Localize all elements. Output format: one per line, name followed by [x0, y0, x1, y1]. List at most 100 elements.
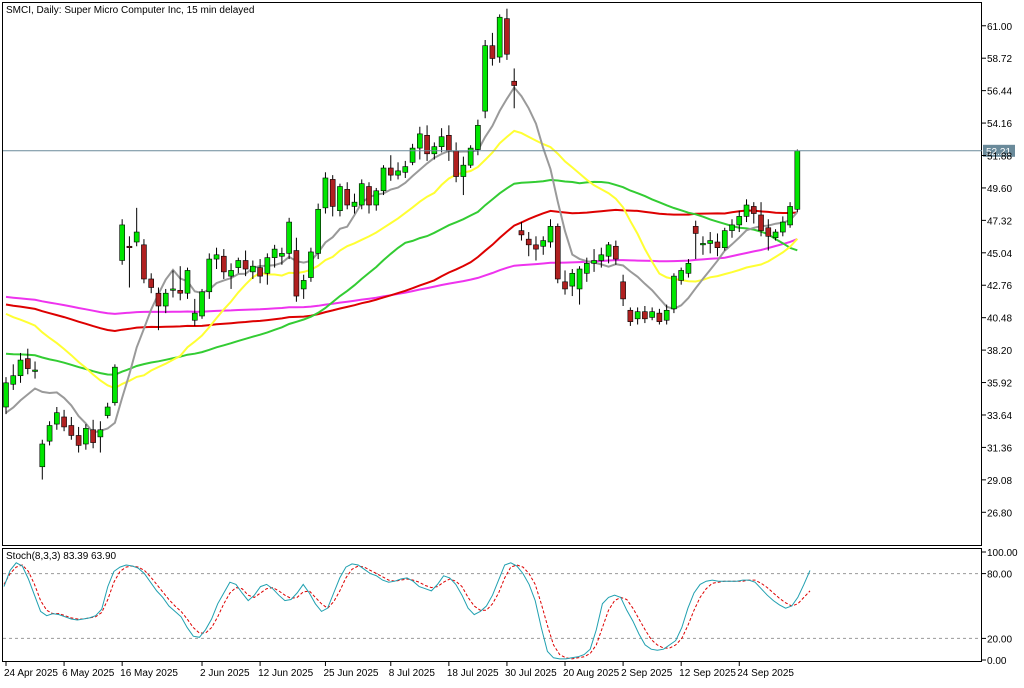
candle — [794, 149, 801, 213]
candle — [39, 439, 46, 480]
candle — [286, 217, 292, 260]
current-price-line: 52.21 — [3, 144, 1015, 158]
candle — [170, 270, 176, 298]
candle — [765, 219, 772, 251]
candle — [308, 247, 314, 282]
candle — [663, 304, 670, 325]
date-tick-label: 30 Jul 2025 — [505, 668, 557, 679]
candle — [104, 402, 111, 419]
date-tick-label: 18 Jul 2025 — [447, 668, 499, 679]
indicator-tick-label: 100.00 — [987, 548, 1018, 559]
candle — [642, 306, 648, 324]
candle — [671, 273, 677, 314]
candle — [772, 229, 779, 241]
date-tick-label: 6 May 2025 — [62, 668, 115, 679]
ma-green-line — [5, 178, 798, 376]
price-tick-label: 49.60 — [987, 184, 1012, 195]
price-tick-label: 35.92 — [987, 379, 1012, 390]
candle — [54, 407, 60, 430]
candle — [10, 364, 17, 390]
candle — [721, 227, 728, 251]
candle — [380, 165, 387, 196]
candle — [562, 270, 568, 295]
candle — [199, 288, 205, 319]
candle — [700, 236, 706, 255]
candle — [141, 239, 147, 284]
moving-averages — [5, 85, 799, 434]
price-tick-label: 61.00 — [987, 22, 1012, 33]
price-tick-label: 38.20 — [987, 346, 1012, 357]
candle — [351, 193, 358, 214]
candle — [344, 182, 351, 210]
candle — [300, 274, 307, 299]
candle — [620, 274, 626, 307]
candle — [504, 8, 510, 60]
candle — [540, 236, 547, 255]
candle — [235, 257, 242, 274]
candle — [293, 237, 300, 302]
candle — [315, 203, 321, 260]
candle — [627, 307, 634, 326]
candle — [250, 260, 256, 279]
candle — [221, 249, 227, 279]
candle — [525, 232, 532, 257]
candle — [692, 220, 699, 260]
candle — [337, 183, 343, 217]
candle — [707, 232, 714, 254]
candle — [518, 222, 525, 241]
time-axis: 24 Apr 2025 6 May 2025 16 May 2025 2 Jun 20… — [4, 661, 794, 679]
candle — [729, 219, 735, 238]
indicator-panel-frame — [2, 548, 982, 662]
candle — [395, 162, 401, 180]
price-tick-label: 45.04 — [987, 249, 1012, 260]
ma-yellow-line — [5, 129, 799, 390]
candle — [32, 361, 38, 379]
price-panel-frame — [2, 2, 982, 546]
candle — [177, 266, 184, 301]
date-tick-label: 24 Apr 2025 — [4, 668, 58, 679]
indicator-tick-label: 20.00 — [987, 634, 1012, 645]
candle — [162, 288, 169, 314]
date-tick-label: 2 Sep 2025 — [621, 668, 673, 679]
date-tick-label: 20 Aug 2025 — [563, 668, 620, 679]
candle — [743, 199, 750, 223]
candle — [424, 125, 430, 161]
date-tick-label: 25 Jun 2025 — [323, 668, 378, 679]
candle — [112, 364, 118, 406]
candle — [685, 259, 692, 278]
indicator-tick-label: 0.00 — [987, 656, 1007, 667]
candle — [228, 263, 234, 289]
current-price-label: 52.21 — [986, 147, 1011, 158]
candle — [598, 247, 605, 268]
stoch-signal-line — [3, 564, 811, 660]
candle — [90, 419, 96, 449]
candle — [656, 308, 663, 325]
date-tick-label: 8 Jul 2025 — [389, 668, 436, 679]
candle — [3, 377, 9, 415]
price-tick-label: 47.32 — [987, 216, 1012, 227]
price-tick-label: 54.16 — [987, 119, 1012, 130]
candle — [576, 266, 583, 305]
date-tick-label: 16 May 2025 — [120, 668, 178, 679]
ma-red-line — [5, 208, 798, 333]
candle — [68, 416, 75, 440]
candle — [184, 267, 191, 299]
candle — [257, 259, 263, 284]
price-tick-label: 42.76 — [987, 281, 1012, 292]
candle — [75, 426, 82, 453]
date-tick-label: 12 Sep 2025 — [679, 668, 736, 679]
candle — [547, 219, 554, 248]
candle — [750, 202, 757, 224]
price-axis: 61.00 58.72 56.44 54.16 51.88 49.60 47.32 45.04… — [982, 22, 1012, 519]
ma-magenta-line — [5, 238, 798, 315]
chart-title: SMCI, Daily: Super Micro Computer Inc, 1… — [6, 5, 254, 16]
candle — [533, 236, 539, 261]
candle — [583, 257, 590, 282]
candle — [409, 143, 416, 166]
candle — [133, 207, 140, 247]
candle — [569, 269, 576, 297]
candles — [3, 8, 801, 480]
candle — [489, 32, 496, 66]
